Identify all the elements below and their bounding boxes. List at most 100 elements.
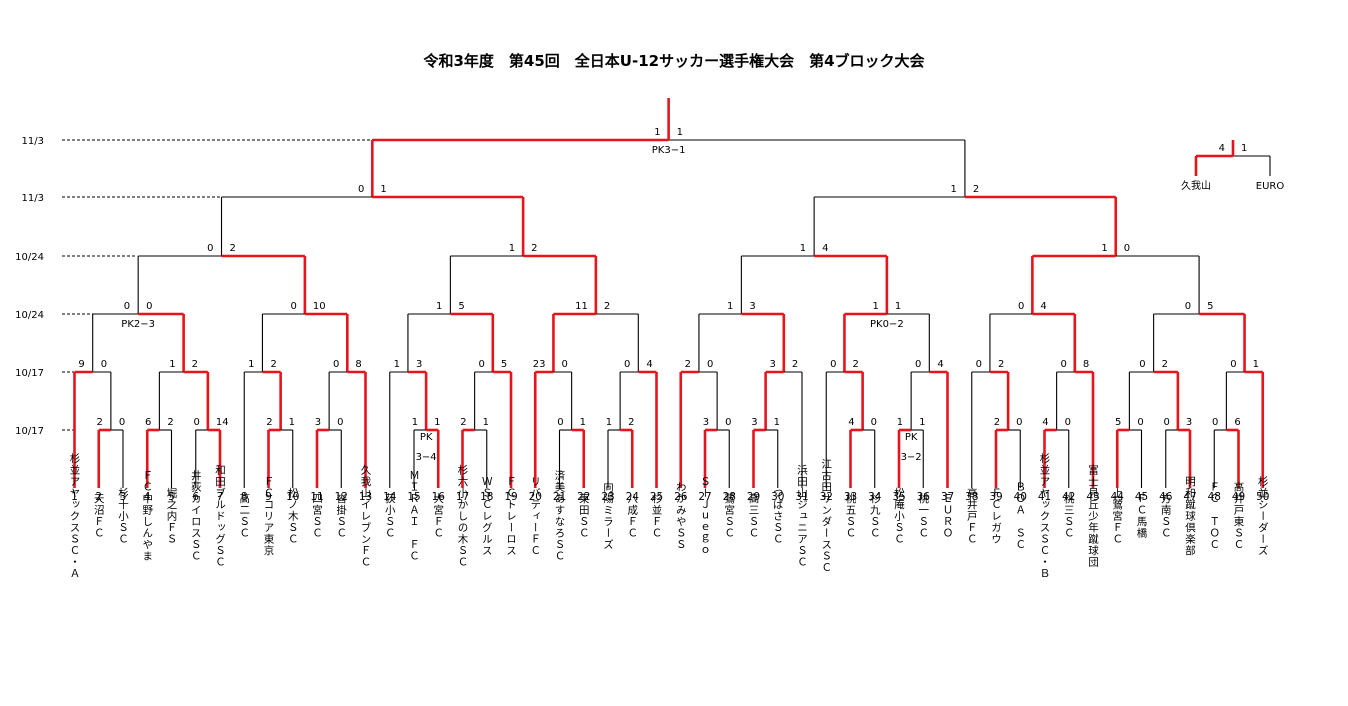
score-right: 3	[416, 359, 422, 370]
team-name: 鷺宮ＳＣ	[723, 492, 735, 539]
score-right: 4	[646, 359, 652, 370]
score-right: 10	[313, 301, 326, 312]
score-right: 14	[216, 417, 229, 428]
score-left: 2	[685, 359, 691, 370]
score-right: 0	[725, 417, 731, 428]
round-date: 10/17	[15, 426, 44, 437]
page-title: 令和3年度 第45回 全日本U-12サッカー選手権大会 第4ブロック大会	[423, 52, 924, 70]
team-number: 22	[577, 491, 590, 503]
team-name: 久我山イレブンＦＣ	[360, 464, 372, 568]
team-number: 34	[868, 491, 882, 503]
team-name: リバティーＦＣ	[529, 476, 541, 557]
pk-label: PK	[905, 432, 918, 443]
team-number: 10	[286, 491, 299, 503]
score-left: 23	[533, 359, 546, 370]
team-name: 江古田サンダースＳＣ	[820, 459, 832, 574]
team-name: 四宮ＳＣ	[311, 493, 323, 539]
team-number: 28	[723, 491, 736, 503]
score-right: 0	[1124, 243, 1130, 254]
team-name: 浜田山ジュニアＳＣ	[796, 464, 808, 568]
side-team-right: EURO	[1256, 181, 1285, 192]
team-number: 49	[1232, 491, 1245, 503]
pk-score: 3−2	[901, 452, 922, 463]
pk-note: PK3−1	[652, 145, 686, 156]
score-right: 2	[270, 359, 276, 370]
score-right: 1	[919, 417, 925, 428]
score-right: 0	[707, 359, 713, 370]
score-left: 1	[436, 301, 442, 312]
score-right: 5	[458, 301, 464, 312]
score-left: 0	[1185, 301, 1191, 312]
team-name: ＦＣトレーロス	[505, 476, 517, 557]
score-right: 1	[289, 417, 295, 428]
team-number: 30	[771, 491, 784, 503]
team-number: 47	[1183, 491, 1196, 503]
side-score-left: 4	[1219, 143, 1225, 154]
round-date: 10/24	[15, 310, 44, 321]
team-name: 高井戸東ＳＣ	[1233, 481, 1245, 551]
round-date: 10/24	[15, 252, 44, 263]
team-number: 48	[1208, 491, 1221, 503]
team-name: ＳーＪｕｅｇｏ	[699, 476, 711, 557]
side-score-right: 1	[1241, 143, 1247, 154]
side-team-left: 久我山	[1181, 180, 1211, 192]
score-right: 1	[580, 417, 586, 428]
pk-note: PK0−2	[870, 319, 904, 330]
score-left: 3	[769, 359, 775, 370]
team-name: 沓掛ＳＣ	[335, 492, 347, 539]
team-number: 7	[217, 491, 224, 503]
score-right: 4	[937, 359, 943, 370]
team-name: 明和蹴球倶楽部	[1184, 476, 1196, 557]
round-date: 11/3	[22, 136, 44, 147]
team-name: ＦＣレガウ	[990, 487, 1002, 545]
score-right: 0	[1065, 417, 1071, 428]
team-name: 荻小ＳＣ	[384, 493, 396, 539]
score-left: 0	[1212, 417, 1218, 428]
team-name: 杉並ＦＣ	[651, 492, 663, 539]
score-right: 3	[749, 301, 755, 312]
team-name: 堀之内ＦＳ	[166, 487, 178, 545]
team-name: 桃五ＳＣ	[845, 492, 857, 539]
team-name: 松ノ木ＳＣ	[287, 486, 299, 544]
team-name: わかみやＳＳ	[675, 482, 687, 551]
team-name: ＦＣコリア東京	[263, 476, 275, 557]
score-left: 2	[97, 417, 103, 428]
team-number: 33	[844, 491, 857, 503]
team-number: 26	[674, 491, 688, 503]
team-name: 高二ＳＣ	[238, 492, 250, 539]
score-right: 1	[380, 184, 386, 195]
score-right: 2	[792, 359, 798, 370]
team-number: 16	[432, 491, 446, 503]
score-left: 3	[703, 417, 709, 428]
team-number: 42	[1062, 491, 1075, 503]
score-right: 1	[677, 127, 683, 138]
team-number: 5	[168, 491, 175, 503]
score-left: 0	[976, 359, 982, 370]
team-name: 和田ブルドッグＳＣ	[214, 464, 226, 568]
score-right: 0	[101, 359, 107, 370]
score-left: 1	[509, 243, 515, 254]
score-right: 5	[1207, 301, 1213, 312]
team-name: 井荻カイロスＳＣ	[190, 469, 202, 562]
score-right: 6	[1234, 417, 1240, 428]
score-right: 0	[871, 417, 877, 428]
team-number: 37	[941, 491, 954, 503]
score-left: 3	[751, 417, 757, 428]
score-left: 0	[333, 359, 339, 370]
score-left: 1	[248, 359, 254, 370]
team-number: 2	[95, 491, 102, 503]
team-number: 50	[1256, 491, 1269, 503]
score-left: 0	[194, 417, 200, 428]
score-right: 3	[1186, 417, 1192, 428]
score-right: 1	[483, 417, 489, 428]
team-number: 4	[144, 491, 151, 503]
score-left: 0	[915, 359, 921, 370]
pk-note: PK2−3	[121, 319, 155, 330]
team-name: 桃一ＳＣ	[917, 492, 929, 539]
team-number: 29	[747, 491, 760, 503]
team-number: 46	[1159, 491, 1173, 503]
score-right: 2	[167, 417, 173, 428]
score-left: 4	[848, 417, 854, 428]
team-name: 桃三ＳＣ	[1063, 492, 1075, 539]
